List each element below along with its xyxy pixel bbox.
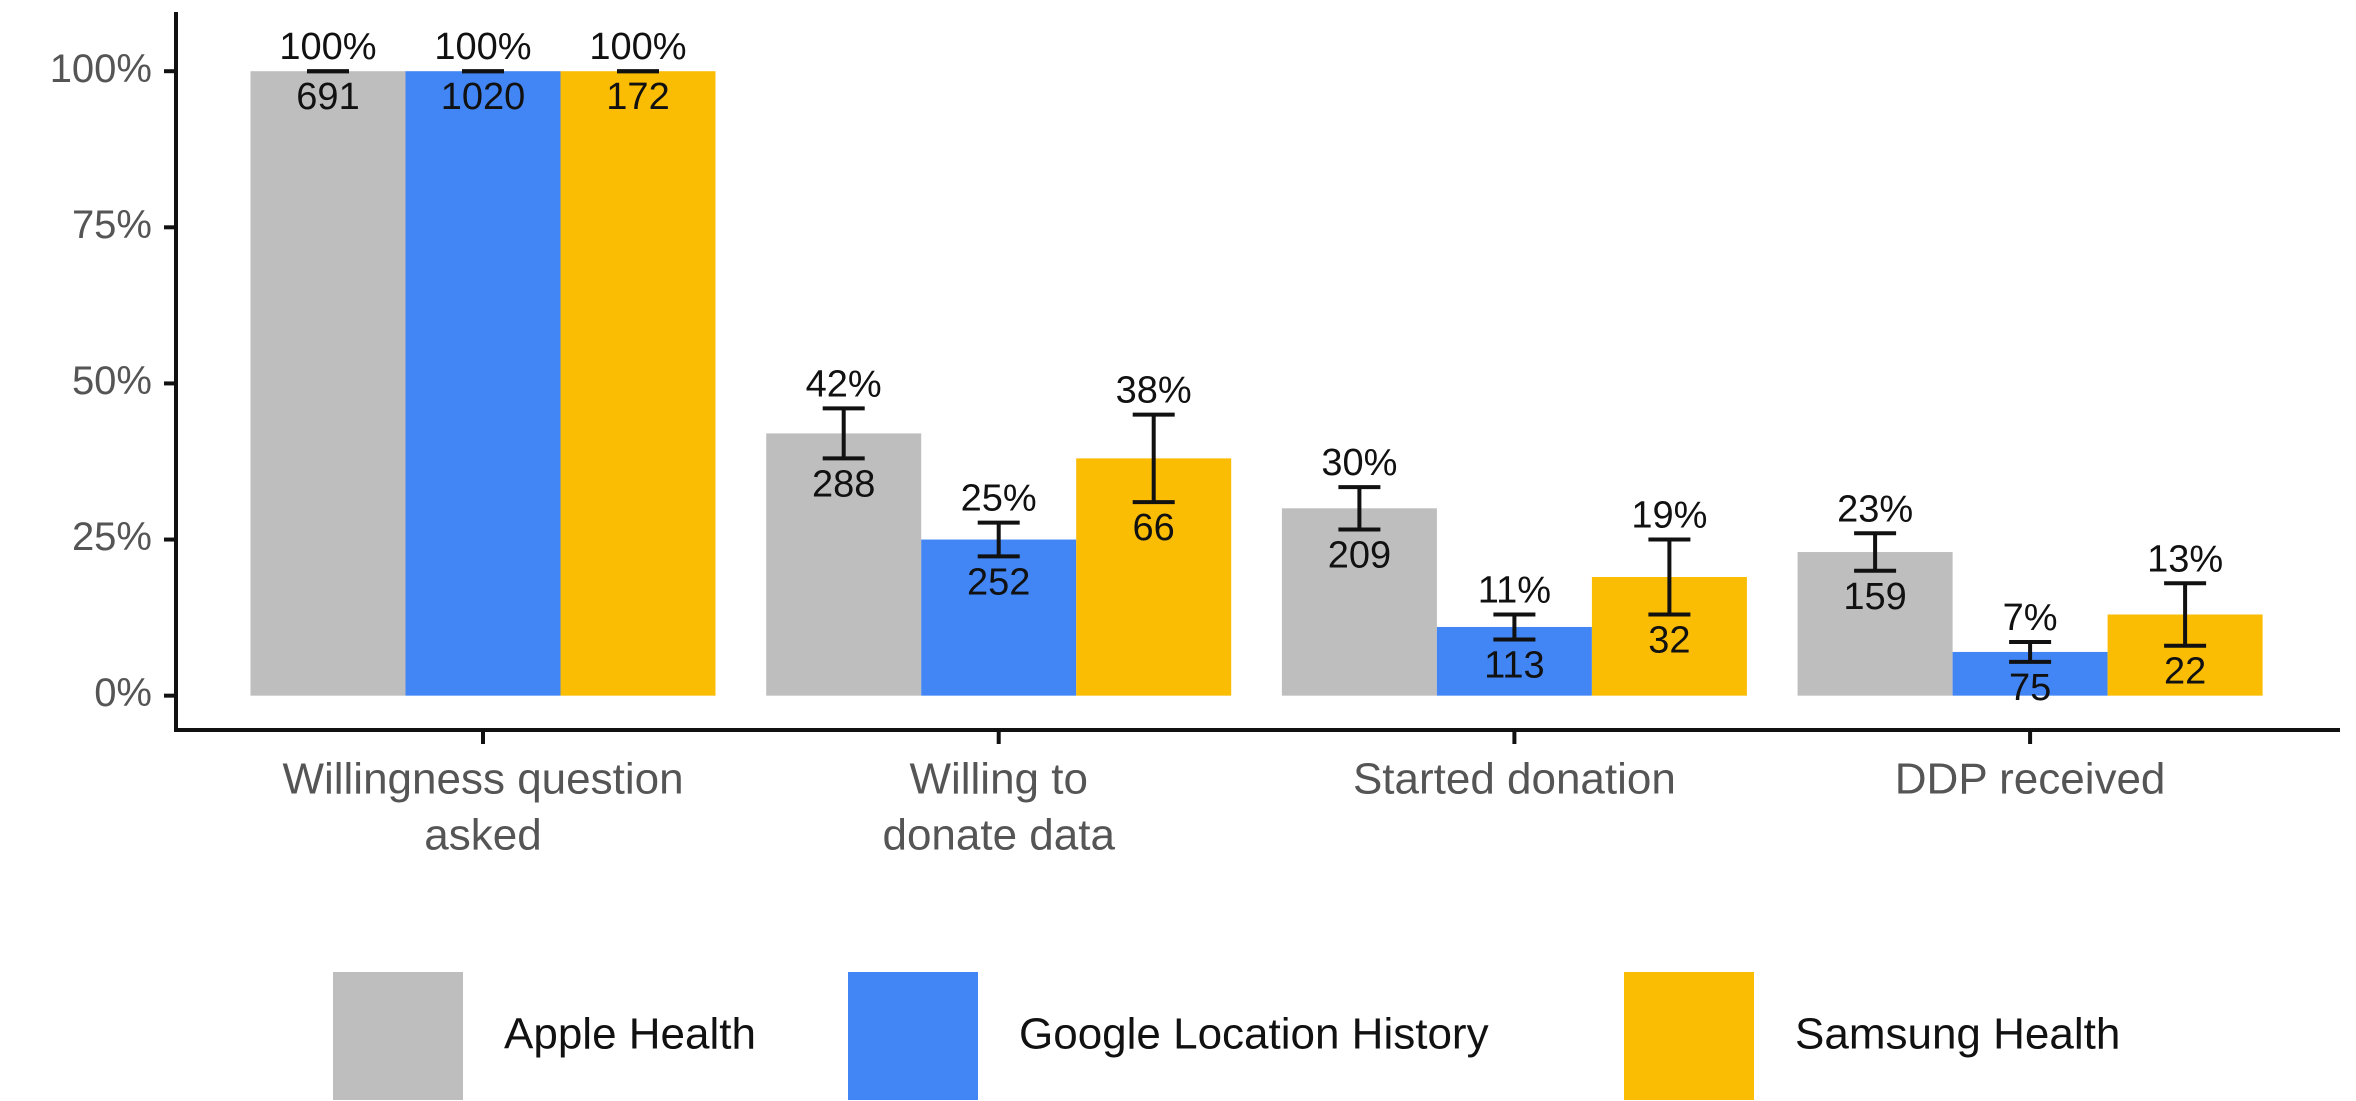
bar — [405, 71, 561, 696]
x-tick-label: donate data — [882, 811, 1115, 860]
y-tick-label: 100% — [50, 47, 152, 91]
percent-label: 25% — [961, 478, 1037, 520]
x-tick-label: Willing to — [909, 755, 1088, 804]
bar — [766, 433, 922, 696]
count-label: 22 — [2164, 651, 2206, 693]
percent-label: 38% — [1116, 370, 1192, 412]
y-tick-label: 75% — [72, 203, 152, 247]
count-label: 32 — [1648, 620, 1690, 662]
count-label: 288 — [812, 463, 875, 505]
legend-label: Samsung Health — [1795, 1010, 2120, 1059]
x-tick-label: DDP received — [1895, 755, 2166, 804]
count-label: 172 — [606, 76, 669, 118]
y-tick-label: 25% — [72, 515, 152, 559]
y-tick-label: 0% — [94, 671, 152, 715]
count-label: 691 — [296, 76, 359, 118]
bar — [921, 539, 1077, 696]
percent-label: 100% — [279, 26, 376, 68]
bar — [560, 71, 716, 696]
percent-label: 19% — [1631, 495, 1707, 537]
count-label: 1020 — [441, 76, 526, 118]
count-label: 75 — [2009, 667, 2051, 709]
legend-swatch — [1624, 972, 1754, 1100]
y-tick-label: 50% — [72, 359, 152, 403]
legend-swatch — [848, 972, 978, 1100]
legend-label: Google Location History — [1019, 1010, 1489, 1059]
percent-label: 7% — [2003, 597, 2058, 639]
percent-label: 42% — [806, 363, 882, 405]
count-label: 66 — [1133, 507, 1175, 549]
x-tick-label: Willingness question — [282, 755, 683, 804]
percent-label: 13% — [2147, 538, 2223, 580]
bar — [250, 71, 406, 696]
bar — [1797, 552, 1953, 696]
bar — [1281, 508, 1437, 696]
percent-label: 23% — [1837, 488, 1913, 530]
count-label: 159 — [1843, 576, 1906, 618]
legend-label: Apple Health — [504, 1010, 756, 1059]
legend-swatch — [333, 972, 463, 1100]
x-tick-label: asked — [424, 811, 541, 860]
count-label: 113 — [1484, 644, 1545, 686]
percent-label: 100% — [589, 26, 686, 68]
percent-label: 30% — [1321, 442, 1397, 484]
x-tick-label: Started donation — [1353, 755, 1676, 804]
count-label: 252 — [967, 561, 1030, 603]
percent-label: 100% — [434, 26, 531, 68]
percent-label: 11% — [1478, 570, 1551, 612]
count-label: 209 — [1328, 535, 1391, 577]
